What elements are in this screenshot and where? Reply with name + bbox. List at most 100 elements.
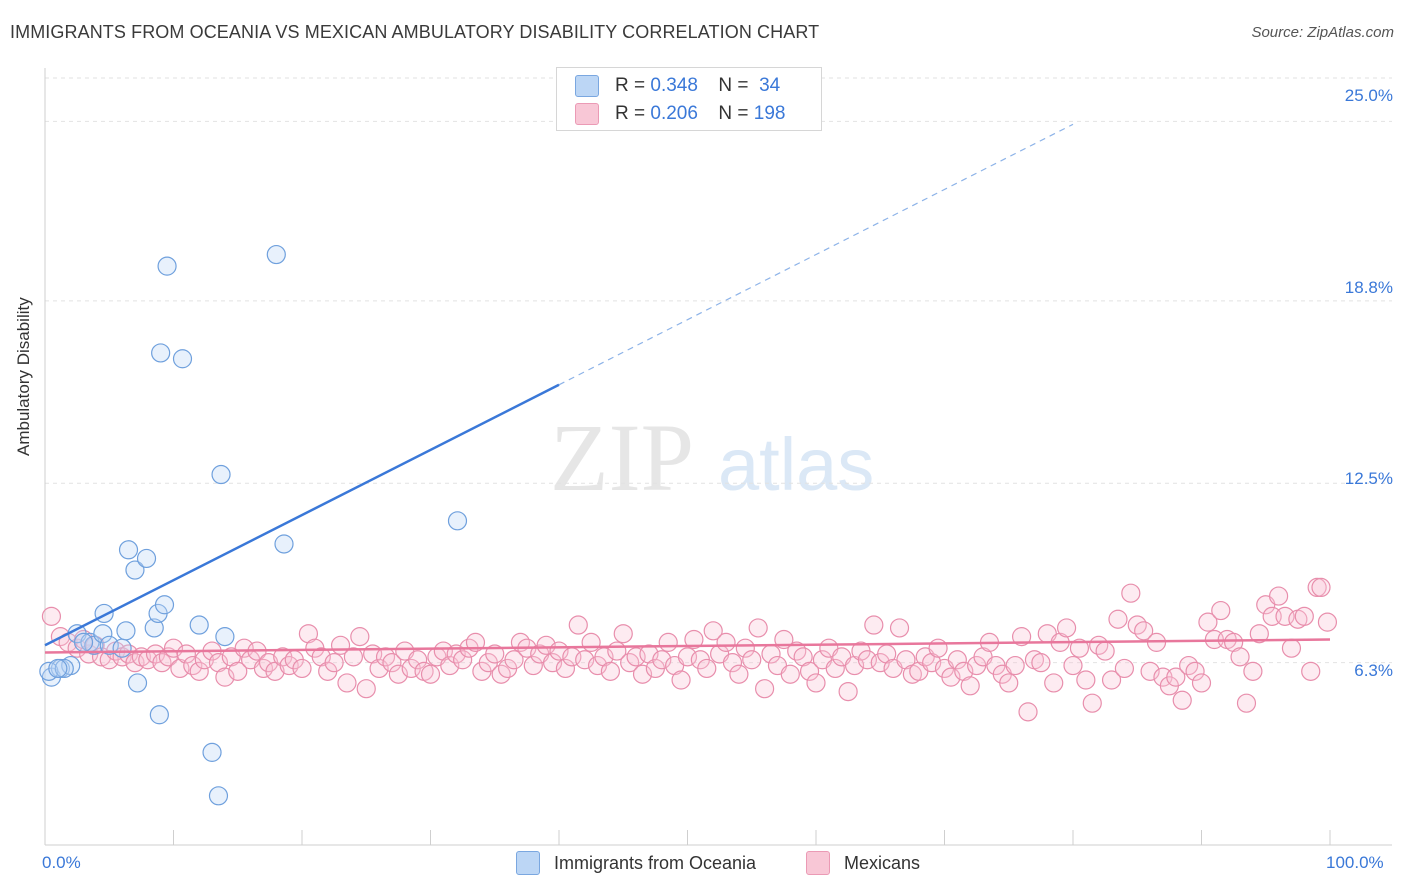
mexicans-point <box>453 650 473 670</box>
mexicans-point <box>1281 638 1302 658</box>
mexicans-point <box>1095 641 1115 661</box>
mexicans-point <box>780 664 800 684</box>
legend-swatch-oceania <box>575 75 599 97</box>
mexicans-point <box>748 618 768 638</box>
mexicans-point <box>1005 655 1025 676</box>
mexicans-point <box>1069 638 1090 658</box>
legend-r-value: 0.348 <box>650 75 698 96</box>
mexicans-point <box>1134 621 1154 641</box>
oceania-point <box>144 618 164 638</box>
oceania-point <box>136 548 157 569</box>
mexicans-point <box>1317 612 1338 632</box>
mexicans-point <box>1211 600 1231 621</box>
mexicans-point <box>253 658 274 679</box>
mexicans-point <box>947 650 967 670</box>
mexicans-point <box>1198 612 1218 632</box>
chart-source: Source: ZipAtlas.com <box>1251 24 1394 41</box>
mexicans-point <box>350 627 370 647</box>
mexicans-point <box>1018 702 1038 722</box>
mexicans-point <box>600 661 621 681</box>
mexicans-point <box>1236 693 1257 713</box>
legend-label-oceania: Immigrants from Oceania <box>554 852 757 873</box>
mexicans-point <box>960 676 980 696</box>
legend-item-oceania: Immigrants from Oceania <box>516 851 756 875</box>
x-tick-label-max: 100.0% <box>1326 853 1384 872</box>
legend-swatch-oceania <box>516 851 540 875</box>
mexicans-point <box>1101 670 1122 690</box>
mexicans-point <box>1031 653 1051 673</box>
oceania-point <box>116 621 136 641</box>
correlation-legend: R = 0.348 N = 34 R = 0.206 N = 198 <box>556 67 822 131</box>
mexicans-point <box>1056 618 1077 638</box>
mexicans-point <box>1230 647 1250 667</box>
watermark-zip: ZIP <box>550 404 694 511</box>
oceania-point <box>54 658 74 679</box>
mexicans-point <box>729 664 749 684</box>
legend-item-mexicans: Mexicans <box>806 851 920 875</box>
oceania-point <box>447 511 468 531</box>
legend-row-oceania: R = 0.348 N = 34 <box>575 73 780 99</box>
y-tick-label: 18.8% <box>1344 278 1393 297</box>
mexicans-point <box>1301 661 1321 681</box>
mexicans-point <box>1191 673 1212 693</box>
oceania-trendline <box>44 383 560 647</box>
mexicans-point <box>722 653 743 673</box>
mexicans-point <box>1114 658 1135 679</box>
oceania-point <box>112 638 132 658</box>
mexicans-point <box>1185 661 1205 681</box>
mexicans-point <box>1311 577 1331 598</box>
mexicans-point <box>1082 693 1102 713</box>
mexicans-point <box>1243 661 1263 681</box>
mexicans-point <box>176 644 196 664</box>
mexicans-point <box>1249 624 1269 644</box>
oceania-point <box>125 560 145 580</box>
y-tick-label: 12.5% <box>1344 469 1393 488</box>
mexicans-point <box>504 650 524 670</box>
oceania-point <box>189 615 209 635</box>
x-tick-label-min: 0.0% <box>42 853 81 872</box>
mexicans-point <box>1294 606 1314 626</box>
legend-n-value: 34 <box>759 75 781 96</box>
mexicans-point <box>1166 667 1186 687</box>
mexicans-point <box>671 670 691 690</box>
mexicans-point <box>324 653 344 673</box>
mexicans-point <box>41 606 62 626</box>
oceania-point <box>202 742 222 762</box>
oceania-point <box>172 349 193 369</box>
mexicans-point <box>754 679 775 699</box>
mexicans-point <box>1063 655 1083 676</box>
legend-n-value: 198 <box>753 103 786 124</box>
mexicans-point <box>356 679 376 699</box>
oceania-point <box>211 464 231 485</box>
oceania-point <box>274 534 294 554</box>
oceania-point <box>118 540 139 560</box>
legend-swatch-mexicans <box>575 103 599 125</box>
y-tick-label: 25.0% <box>1344 86 1393 105</box>
mexicans-point <box>889 618 910 638</box>
oceania-point <box>151 343 171 363</box>
oceania-point <box>93 624 113 644</box>
mexicans-point <box>382 653 402 673</box>
mexicans-point <box>1268 586 1289 606</box>
mexicans-point <box>1121 583 1141 603</box>
legend-n-label: N = <box>718 103 749 124</box>
mexicans-point <box>1172 690 1192 710</box>
legend-r-label: R = <box>615 75 646 96</box>
oceania-point <box>157 256 177 276</box>
oceania-point <box>266 244 286 265</box>
mexicans-point <box>999 673 1019 693</box>
oceania-point <box>73 632 94 652</box>
mexicans-point <box>1011 627 1032 647</box>
mexicans-point <box>228 661 248 681</box>
mexicans-point <box>1076 670 1096 690</box>
mexicans-point <box>658 632 678 652</box>
mexicans-point <box>684 629 704 650</box>
oceania-point <box>208 786 229 806</box>
mexicans-point <box>735 638 755 658</box>
mexicans-point <box>697 658 717 679</box>
oceania-point <box>215 627 235 647</box>
mexicans-point <box>485 644 505 664</box>
mexicans-point <box>716 632 736 652</box>
mexicans-point <box>838 681 858 702</box>
